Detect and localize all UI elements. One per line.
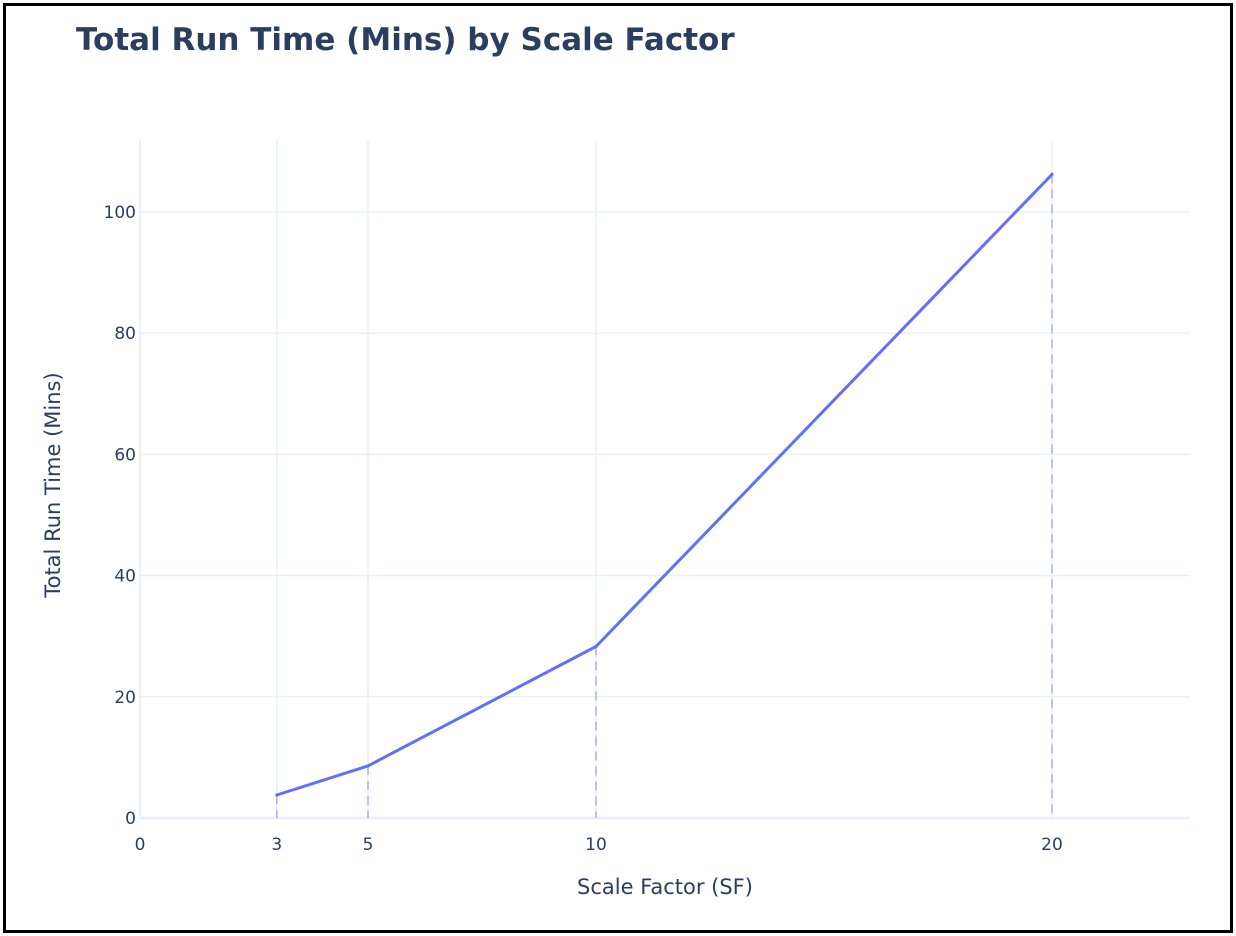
data-point (594, 645, 598, 649)
data-point (366, 764, 370, 768)
chart-title: Total Run Time (Mins) by Scale Factor (76, 22, 735, 58)
y-tick-label: 100 (104, 203, 136, 223)
chart-frame (3, 3, 1233, 933)
series-line (275, 172, 1054, 797)
x-tick-label: 0 (135, 835, 146, 855)
y-tick-label: 20 (114, 688, 136, 708)
data-point (1050, 172, 1054, 176)
x-tick-label: 3 (271, 835, 282, 855)
x-tick-label: 10 (585, 835, 607, 855)
y-tick-label: 40 (114, 567, 136, 587)
data-point (275, 793, 279, 797)
x-tick-label: 5 (363, 835, 374, 855)
x-axis-title: Scale Factor (SF) (577, 875, 753, 899)
y-tick-label: 0 (125, 809, 136, 829)
x-tick-label: 20 (1041, 835, 1063, 855)
y-tick-label: 60 (114, 445, 136, 465)
y-tick-label: 80 (114, 324, 136, 344)
y-axis-title: Total Run Time (Mins) (41, 372, 65, 598)
